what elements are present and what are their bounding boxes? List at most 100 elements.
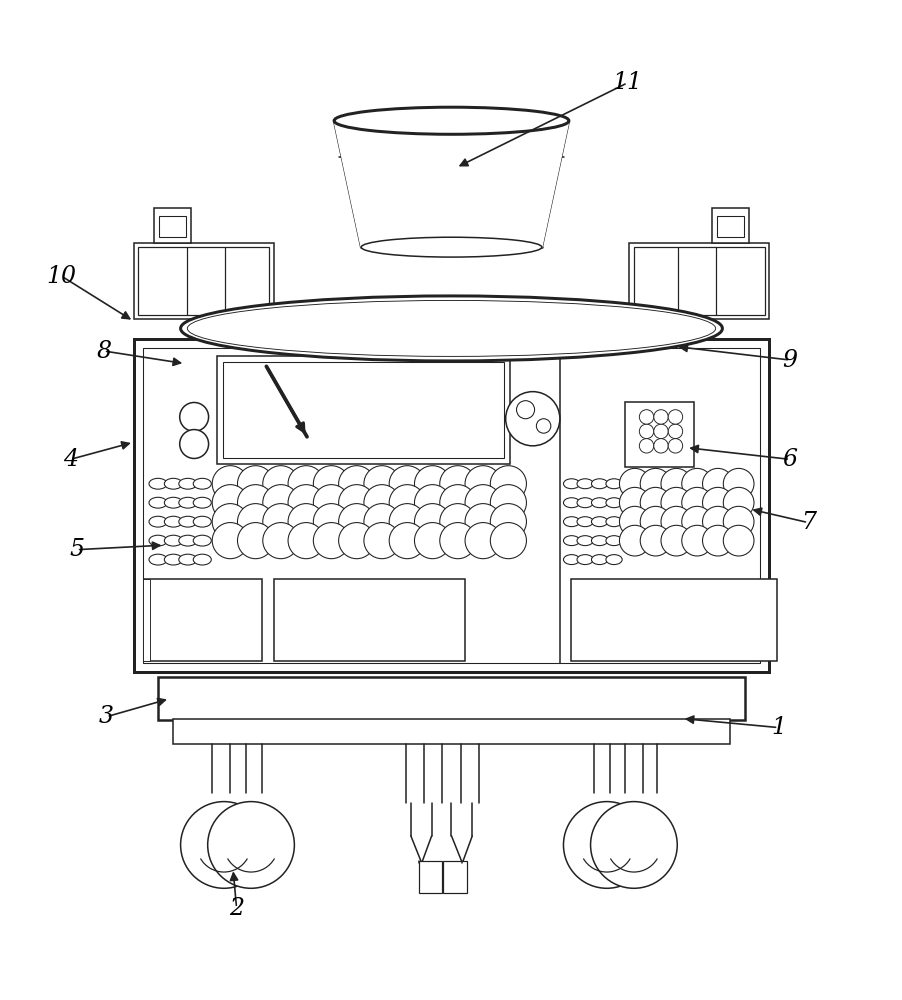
Ellipse shape (179, 497, 197, 508)
Circle shape (490, 504, 526, 540)
Circle shape (439, 466, 475, 502)
Ellipse shape (193, 497, 211, 508)
Circle shape (536, 419, 550, 433)
Bar (633, 247, 764, 315)
Bar (153, 208, 191, 243)
Ellipse shape (193, 478, 211, 489)
Circle shape (364, 485, 400, 521)
Circle shape (619, 468, 649, 499)
Bar (273, 579, 465, 661)
Circle shape (702, 487, 732, 518)
Circle shape (338, 466, 374, 502)
Circle shape (653, 424, 667, 439)
Circle shape (563, 802, 649, 888)
Circle shape (288, 466, 324, 502)
Circle shape (640, 525, 670, 556)
Circle shape (653, 439, 667, 453)
Circle shape (262, 485, 299, 521)
Circle shape (660, 487, 691, 518)
Ellipse shape (605, 479, 621, 489)
Ellipse shape (193, 554, 211, 565)
Circle shape (313, 466, 349, 502)
Bar (138, 247, 269, 315)
Ellipse shape (180, 296, 722, 361)
Ellipse shape (361, 237, 541, 257)
Bar (629, 243, 769, 319)
Circle shape (619, 487, 649, 518)
Circle shape (465, 466, 501, 502)
Circle shape (338, 504, 374, 540)
Text: 10: 10 (46, 265, 77, 288)
Circle shape (179, 430, 208, 458)
Circle shape (465, 504, 501, 540)
Bar (159, 216, 186, 237)
Ellipse shape (179, 478, 197, 489)
Bar (443, 861, 466, 893)
Text: 11: 11 (612, 71, 642, 94)
Ellipse shape (164, 478, 182, 489)
Circle shape (262, 466, 299, 502)
Circle shape (681, 468, 712, 499)
Circle shape (660, 525, 691, 556)
Circle shape (389, 523, 425, 559)
Bar (711, 208, 749, 243)
Circle shape (237, 485, 273, 521)
Bar (332, 352, 422, 368)
Ellipse shape (576, 498, 593, 508)
Circle shape (212, 523, 248, 559)
Circle shape (653, 410, 667, 424)
Text: 1: 1 (770, 716, 785, 739)
Circle shape (702, 525, 732, 556)
Circle shape (667, 439, 682, 453)
Circle shape (237, 523, 273, 559)
Ellipse shape (576, 517, 593, 527)
Circle shape (212, 466, 248, 502)
Circle shape (313, 523, 349, 559)
Circle shape (505, 392, 559, 446)
Circle shape (490, 466, 526, 502)
Circle shape (338, 485, 374, 521)
Circle shape (439, 485, 475, 521)
Ellipse shape (193, 516, 211, 527)
Text: 9: 9 (782, 349, 796, 372)
Ellipse shape (334, 107, 568, 134)
Text: 3: 3 (99, 705, 114, 728)
Bar (143, 579, 150, 661)
Ellipse shape (576, 479, 593, 489)
Ellipse shape (605, 555, 621, 565)
Ellipse shape (591, 498, 607, 508)
Bar (624, 402, 693, 467)
Circle shape (262, 504, 299, 540)
Circle shape (180, 802, 267, 888)
Bar (143, 348, 759, 663)
Ellipse shape (605, 498, 621, 508)
Circle shape (364, 466, 400, 502)
Ellipse shape (605, 536, 621, 546)
Text: 8: 8 (97, 340, 111, 363)
Circle shape (313, 504, 349, 540)
Bar (133, 243, 273, 319)
Circle shape (490, 485, 526, 521)
Ellipse shape (591, 555, 607, 565)
Ellipse shape (563, 536, 579, 546)
Bar (216, 356, 510, 464)
Circle shape (723, 506, 753, 537)
Ellipse shape (563, 479, 579, 489)
Bar (419, 861, 442, 893)
Ellipse shape (149, 478, 167, 489)
Text: 2: 2 (229, 897, 244, 920)
Circle shape (237, 466, 273, 502)
Ellipse shape (591, 479, 607, 489)
Ellipse shape (179, 554, 197, 565)
Ellipse shape (605, 517, 621, 527)
Circle shape (262, 523, 299, 559)
Ellipse shape (576, 555, 593, 565)
Circle shape (660, 468, 691, 499)
Circle shape (723, 525, 753, 556)
Ellipse shape (179, 516, 197, 527)
Ellipse shape (164, 554, 182, 565)
Ellipse shape (576, 536, 593, 546)
Circle shape (207, 802, 294, 888)
Circle shape (389, 485, 425, 521)
Circle shape (465, 523, 501, 559)
